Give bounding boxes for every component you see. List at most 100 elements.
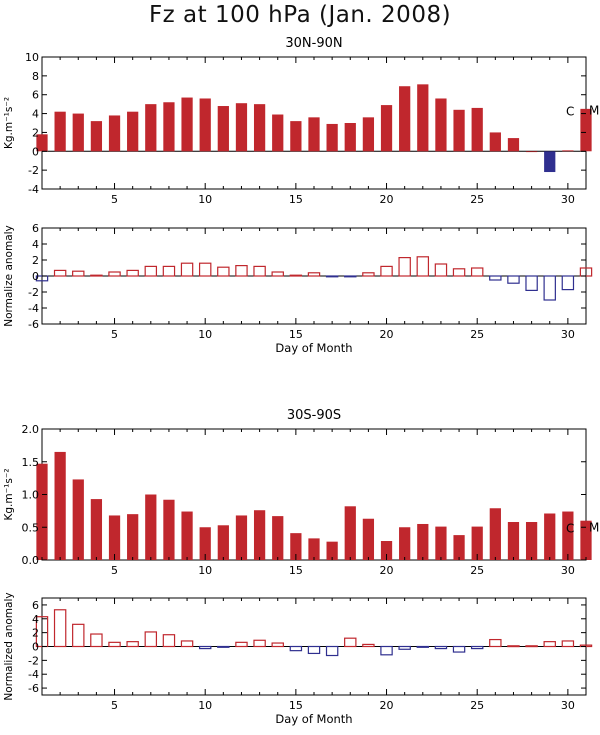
- figure-title: Fz at 100 hPa (Jan. 2008): [148, 2, 452, 28]
- bar: [362, 272, 375, 277]
- bar: [544, 513, 556, 560]
- bar: [308, 117, 320, 152]
- bar: [417, 523, 429, 560]
- bar: [272, 516, 284, 560]
- x-tick-label: 10: [198, 328, 212, 341]
- y-axis-label: Kg.m⁻¹s⁻²: [3, 97, 15, 149]
- bar: [253, 639, 266, 648]
- bar: [72, 623, 85, 648]
- y-tick-label: 2: [32, 126, 39, 139]
- chart-nh-fz: 30N-90N -4 -2 0 2 4 6 8 10 5 10 15 20 25 30 Kg.m⁻¹s⁻² C M: [3, 36, 599, 206]
- bar: [416, 645, 430, 648]
- bar: [162, 265, 176, 277]
- chart-sh-fz: 30S-90S 0.0 0.5 1.0 1.5 2.0 5 10 15 20 25 30 Kg.m⁻¹s…: [3, 408, 599, 577]
- bar: [507, 522, 520, 560]
- bar: [362, 643, 375, 648]
- bar: [163, 102, 175, 152]
- subplot-title: 30S-90S: [287, 408, 341, 423]
- bar: [417, 84, 429, 152]
- bar: [344, 506, 356, 560]
- bar: [380, 541, 393, 560]
- bar: [289, 645, 303, 652]
- x-tick-label: 5: [111, 193, 118, 206]
- bar: [380, 645, 393, 656]
- x-tick-label: 15: [289, 564, 303, 577]
- bar: [326, 123, 338, 152]
- bar: [144, 631, 158, 648]
- bar: [307, 645, 321, 655]
- bar: [271, 642, 284, 648]
- bar: [344, 275, 357, 278]
- bar: [525, 645, 538, 648]
- x-tick-label: 30: [561, 328, 575, 341]
- bar: [180, 640, 194, 648]
- y-tick-label: 6: [32, 222, 39, 235]
- bar: [217, 525, 229, 560]
- bar: [507, 645, 520, 648]
- bar: [489, 638, 502, 648]
- bar: [380, 105, 393, 152]
- annotation-c: C: [566, 521, 574, 535]
- bar: [398, 257, 411, 277]
- bar: [453, 109, 465, 152]
- bar: [108, 115, 121, 152]
- bar: [562, 150, 574, 152]
- bar: [217, 645, 230, 648]
- bar: [36, 134, 48, 152]
- bar: [543, 275, 556, 301]
- x-tick-label: 15: [289, 328, 303, 341]
- bar: [470, 267, 484, 277]
- x-tick-label: 25: [470, 328, 484, 341]
- bar: [253, 510, 266, 560]
- bar: [471, 107, 483, 152]
- x-tick-label: 30: [561, 699, 575, 712]
- bar: [453, 535, 465, 560]
- bar: [507, 138, 520, 152]
- x-axis-label: Day of Month: [275, 712, 352, 726]
- y-tick-label: 1.5: [22, 456, 40, 469]
- y-tick-label: 0: [32, 145, 39, 158]
- y-axis-label: Kg.m⁻¹s⁻²: [3, 468, 15, 520]
- bar: [435, 526, 447, 560]
- x-tick-label: 25: [470, 193, 484, 206]
- bar: [72, 479, 84, 560]
- bar: [126, 641, 139, 648]
- bar: [562, 511, 574, 560]
- annotation-m: M: [589, 103, 599, 117]
- bar: [235, 103, 248, 152]
- y-tick-label: 4: [32, 108, 39, 121]
- bar: [253, 265, 266, 277]
- bar: [325, 645, 339, 657]
- bar: [253, 104, 266, 152]
- y-tick-label: 2.0: [22, 423, 40, 436]
- bar: [544, 151, 556, 173]
- y-tick-label: -2: [28, 654, 39, 667]
- bar: [127, 111, 139, 152]
- bar: [398, 645, 411, 650]
- bar: [53, 609, 67, 648]
- bar: [90, 633, 103, 648]
- bar: [72, 270, 85, 277]
- bar: [489, 132, 501, 152]
- bar: [452, 645, 466, 653]
- y-tick-label: 0: [32, 270, 39, 283]
- bar: [217, 106, 229, 152]
- bar: [90, 499, 103, 560]
- bar: [181, 511, 193, 560]
- y-tick-label: 0: [32, 641, 39, 654]
- y-tick-label: 2: [32, 254, 39, 267]
- y-tick-label: 0.5: [22, 521, 40, 534]
- x-tick-label: 15: [289, 193, 303, 206]
- annotation-m: M: [589, 520, 599, 534]
- x-tick-label: 5: [111, 699, 118, 712]
- y-tick-label: -6: [28, 318, 39, 331]
- x-tick-label: 20: [380, 564, 394, 577]
- y-tick-label: -4: [28, 183, 39, 196]
- bar: [435, 98, 447, 152]
- x-tick-label: 25: [470, 564, 484, 577]
- bar: [471, 526, 483, 560]
- bar: [489, 508, 501, 560]
- bar: [145, 104, 157, 152]
- bar: [198, 645, 212, 650]
- bar: [434, 645, 448, 650]
